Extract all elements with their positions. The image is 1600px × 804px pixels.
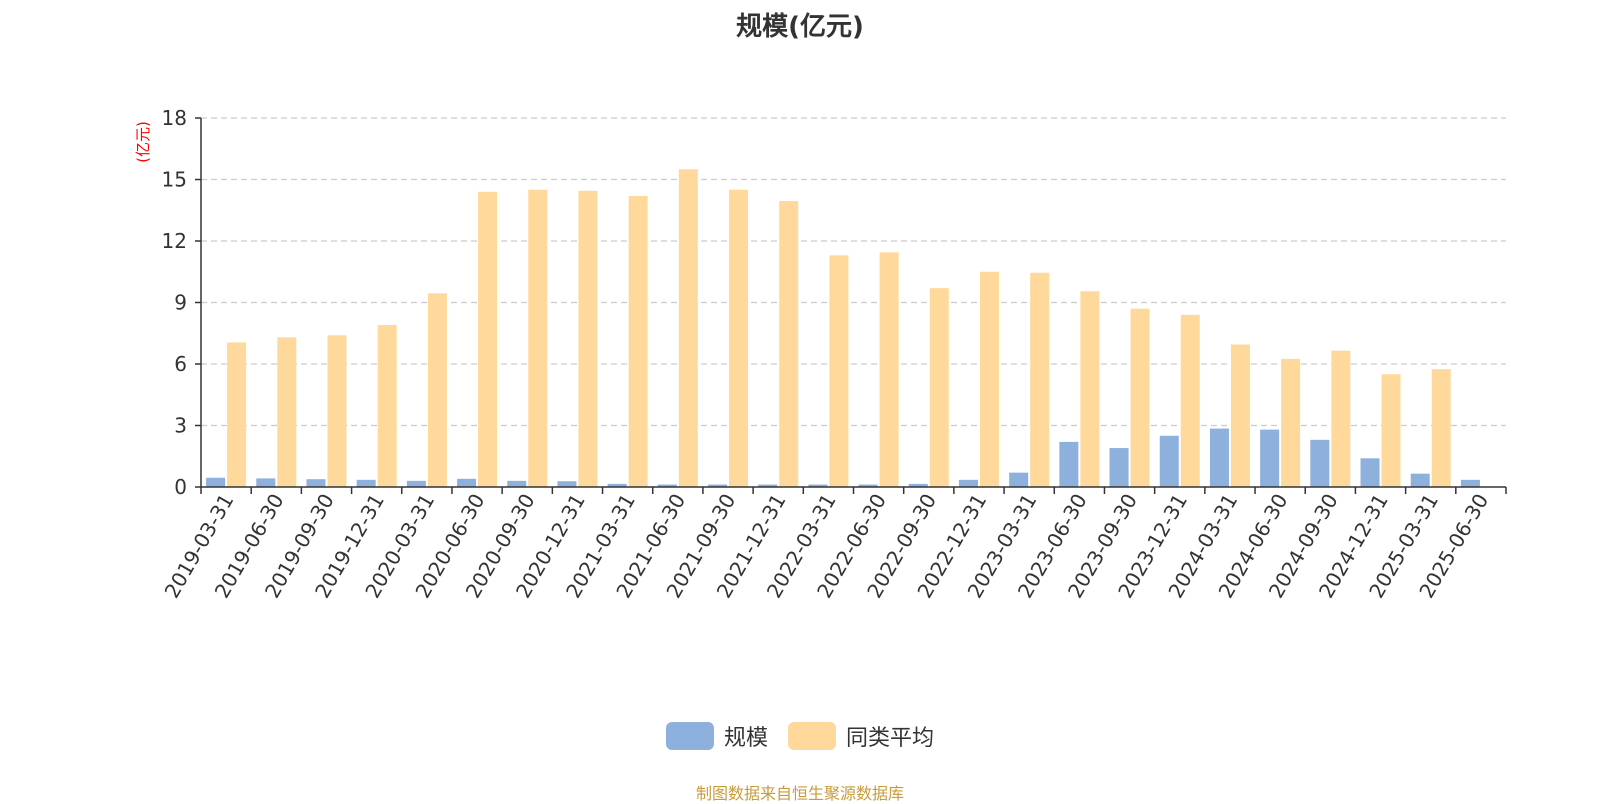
- bar-scale[interactable]: [507, 480, 527, 487]
- bar-average[interactable]: [1431, 369, 1451, 487]
- bar-average[interactable]: [1080, 291, 1100, 487]
- bar-scale[interactable]: [607, 483, 627, 487]
- y-tick-label: 18: [162, 106, 187, 130]
- bar-average[interactable]: [277, 337, 297, 487]
- bar-average[interactable]: [578, 190, 598, 487]
- bar-scale[interactable]: [1159, 435, 1179, 487]
- bar-scale[interactable]: [256, 478, 276, 487]
- bar-average[interactable]: [779, 201, 799, 487]
- bar-scale[interactable]: [1209, 428, 1229, 487]
- bar-average[interactable]: [478, 191, 498, 488]
- bar-scale[interactable]: [858, 484, 878, 487]
- bar-average[interactable]: [1230, 344, 1250, 487]
- y-tick-label: 9: [174, 291, 187, 315]
- bar-scale[interactable]: [1310, 439, 1330, 487]
- bar-average[interactable]: [227, 342, 247, 487]
- bar-average[interactable]: [1130, 308, 1150, 487]
- bar-scale[interactable]: [1460, 479, 1480, 487]
- bar-average[interactable]: [1331, 350, 1351, 487]
- legend-swatch-average: [788, 722, 836, 750]
- bar-average[interactable]: [829, 255, 849, 487]
- bar-scale[interactable]: [356, 479, 376, 487]
- bar-scale[interactable]: [1059, 441, 1079, 487]
- bar-scale[interactable]: [657, 484, 677, 487]
- bar-scale[interactable]: [758, 484, 778, 487]
- legend-item-scale[interactable]: 规模: [665, 720, 768, 752]
- bar-average[interactable]: [427, 293, 447, 487]
- bar-average[interactable]: [1030, 272, 1050, 487]
- y-tick-label: 15: [162, 168, 187, 192]
- bar-average[interactable]: [1381, 374, 1401, 487]
- bar-average[interactable]: [879, 252, 899, 487]
- bar-scale[interactable]: [1109, 448, 1129, 487]
- bar-scale[interactable]: [457, 478, 477, 487]
- bar-scale[interactable]: [1410, 473, 1430, 487]
- bar-scale[interactable]: [557, 481, 577, 487]
- bar-scale[interactable]: [958, 479, 978, 487]
- bar-scale[interactable]: [406, 480, 426, 487]
- y-tick-label: 3: [174, 414, 187, 438]
- chart-title: 规模(亿元): [736, 12, 864, 42]
- bar-average[interactable]: [979, 271, 999, 487]
- y-axis-unit-label: (亿元): [134, 121, 152, 163]
- bar-scale[interactable]: [1009, 472, 1029, 487]
- bar-average[interactable]: [678, 169, 698, 487]
- bar-scale[interactable]: [1260, 429, 1280, 487]
- bar-average[interactable]: [628, 195, 648, 487]
- y-tick-label: 6: [174, 352, 187, 376]
- bar-scale[interactable]: [206, 477, 226, 487]
- bar-scale[interactable]: [708, 484, 728, 487]
- bar-average[interactable]: [327, 335, 347, 487]
- legend: 规模 同类平均: [0, 720, 1600, 752]
- bar-average[interactable]: [528, 189, 548, 487]
- y-tick-label: 12: [162, 229, 187, 253]
- bar-average[interactable]: [729, 189, 749, 487]
- bar-average[interactable]: [1180, 314, 1200, 487]
- legend-swatch-scale: [665, 722, 714, 750]
- bars: [206, 169, 1480, 488]
- legend-label-average: 同类平均: [846, 726, 935, 751]
- grid-lines: [201, 117, 1506, 427]
- bar-scale[interactable]: [808, 484, 828, 487]
- bar-average[interactable]: [929, 288, 949, 487]
- source-note: 制图数据来自恒生聚源数据库: [695, 784, 904, 803]
- bar-average[interactable]: [377, 325, 397, 487]
- legend-item-average[interactable]: 同类平均: [788, 720, 934, 752]
- bar-scale[interactable]: [306, 479, 326, 487]
- legend-label-scale: 规模: [723, 726, 768, 751]
- bar-average[interactable]: [1281, 358, 1301, 487]
- bar-scale[interactable]: [908, 483, 928, 487]
- y-tick-label: 0: [174, 475, 187, 499]
- bar-scale[interactable]: [1360, 458, 1380, 487]
